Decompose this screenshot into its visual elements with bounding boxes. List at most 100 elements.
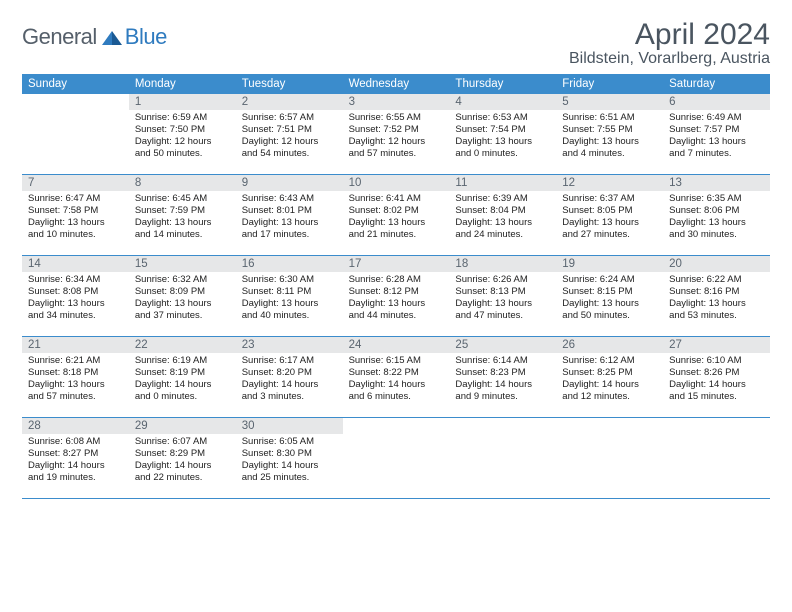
daylight-text: Daylight: 13 hours and 21 minutes. [349,217,444,241]
daylight-text: Daylight: 14 hours and 6 minutes. [349,379,444,403]
calendar-cell: 15Sunrise: 6:32 AMSunset: 8:09 PMDayligh… [129,256,236,336]
day-number: 28 [22,418,129,434]
month-title: April 2024 [569,18,770,52]
calendar-cell: 8Sunrise: 6:45 AMSunset: 7:59 PMDaylight… [129,175,236,255]
header: General Blue April 2024 Bildstein, Vorar… [22,18,770,68]
daylight-text: Daylight: 13 hours and 10 minutes. [28,217,123,241]
day-number: 12 [556,175,663,191]
day-header: Friday [556,74,663,94]
cell-body: Sunrise: 6:14 AMSunset: 8:23 PMDaylight:… [449,353,556,407]
calendar-cell: 6Sunrise: 6:49 AMSunset: 7:57 PMDaylight… [663,94,770,174]
week-row: 21Sunrise: 6:21 AMSunset: 8:18 PMDayligh… [22,337,770,418]
day-header: Thursday [449,74,556,94]
day-number: 22 [129,337,236,353]
daylight-text: Daylight: 14 hours and 15 minutes. [669,379,764,403]
cell-body: Sunrise: 6:47 AMSunset: 7:58 PMDaylight:… [22,191,129,245]
daylight-text: Daylight: 13 hours and 27 minutes. [562,217,657,241]
daylight-text: Daylight: 14 hours and 25 minutes. [242,460,337,484]
cell-body: Sunrise: 6:59 AMSunset: 7:50 PMDaylight:… [129,110,236,164]
day-header: Tuesday [236,74,343,94]
sunset-text: Sunset: 8:23 PM [455,367,550,379]
day-number: 20 [663,256,770,272]
sunrise-text: Sunrise: 6:51 AM [562,112,657,124]
daylight-text: Daylight: 13 hours and 4 minutes. [562,136,657,160]
day-number: 2 [236,94,343,110]
day-headers-row: SundayMondayTuesdayWednesdayThursdayFrid… [22,74,770,94]
calendar-cell: 11Sunrise: 6:39 AMSunset: 8:04 PMDayligh… [449,175,556,255]
sunrise-text: Sunrise: 6:07 AM [135,436,230,448]
sunset-text: Sunset: 8:13 PM [455,286,550,298]
cell-body: Sunrise: 6:34 AMSunset: 8:08 PMDaylight:… [22,272,129,326]
calendar-cell: 21Sunrise: 6:21 AMSunset: 8:18 PMDayligh… [22,337,129,417]
daylight-text: Daylight: 14 hours and 0 minutes. [135,379,230,403]
cell-body: Sunrise: 6:32 AMSunset: 8:09 PMDaylight:… [129,272,236,326]
sunrise-text: Sunrise: 6:37 AM [562,193,657,205]
day-number: 10 [343,175,450,191]
daylight-text: Daylight: 13 hours and 50 minutes. [562,298,657,322]
sunset-text: Sunset: 8:29 PM [135,448,230,460]
sunset-text: Sunset: 8:01 PM [242,205,337,217]
sunset-text: Sunset: 8:06 PM [669,205,764,217]
sunrise-text: Sunrise: 6:30 AM [242,274,337,286]
location-text: Bildstein, Vorarlberg, Austria [569,50,770,68]
sunset-text: Sunset: 8:05 PM [562,205,657,217]
cell-body: Sunrise: 6:24 AMSunset: 8:15 PMDaylight:… [556,272,663,326]
sunset-text: Sunset: 8:25 PM [562,367,657,379]
day-number: 25 [449,337,556,353]
cell-body: Sunrise: 6:39 AMSunset: 8:04 PMDaylight:… [449,191,556,245]
sunset-text: Sunset: 8:02 PM [349,205,444,217]
daylight-text: Daylight: 13 hours and 0 minutes. [455,136,550,160]
calendar-cell [343,418,450,498]
day-number: 18 [449,256,556,272]
week-row: 1Sunrise: 6:59 AMSunset: 7:50 PMDaylight… [22,94,770,175]
cell-body: Sunrise: 6:37 AMSunset: 8:05 PMDaylight:… [556,191,663,245]
calendar-cell: 23Sunrise: 6:17 AMSunset: 8:20 PMDayligh… [236,337,343,417]
logo: General Blue [22,18,167,50]
sunrise-text: Sunrise: 6:21 AM [28,355,123,367]
logo-text-general: General [22,24,97,50]
calendar-cell: 24Sunrise: 6:15 AMSunset: 8:22 PMDayligh… [343,337,450,417]
day-number: 21 [22,337,129,353]
sunrise-text: Sunrise: 6:28 AM [349,274,444,286]
day-number: 14 [22,256,129,272]
daylight-text: Daylight: 13 hours and 37 minutes. [135,298,230,322]
calendar-cell: 13Sunrise: 6:35 AMSunset: 8:06 PMDayligh… [663,175,770,255]
calendar-cell: 10Sunrise: 6:41 AMSunset: 8:02 PMDayligh… [343,175,450,255]
day-number: 24 [343,337,450,353]
sunset-text: Sunset: 8:15 PM [562,286,657,298]
calendar-cell [556,418,663,498]
sunrise-text: Sunrise: 6:14 AM [455,355,550,367]
sunset-text: Sunset: 7:57 PM [669,124,764,136]
cell-body: Sunrise: 6:55 AMSunset: 7:52 PMDaylight:… [343,110,450,164]
daylight-text: Daylight: 13 hours and 17 minutes. [242,217,337,241]
sunrise-text: Sunrise: 6:32 AM [135,274,230,286]
cell-body: Sunrise: 6:07 AMSunset: 8:29 PMDaylight:… [129,434,236,488]
day-number: 15 [129,256,236,272]
daylight-text: Daylight: 14 hours and 19 minutes. [28,460,123,484]
calendar-cell: 7Sunrise: 6:47 AMSunset: 7:58 PMDaylight… [22,175,129,255]
cell-body: Sunrise: 6:45 AMSunset: 7:59 PMDaylight:… [129,191,236,245]
logo-text-blue: Blue [125,24,167,50]
sunset-text: Sunset: 8:19 PM [135,367,230,379]
sunrise-text: Sunrise: 6:43 AM [242,193,337,205]
sunrise-text: Sunrise: 6:26 AM [455,274,550,286]
calendar-cell: 27Sunrise: 6:10 AMSunset: 8:26 PMDayligh… [663,337,770,417]
sunset-text: Sunset: 7:52 PM [349,124,444,136]
calendar-cell [449,418,556,498]
sunrise-text: Sunrise: 6:17 AM [242,355,337,367]
day-number: 4 [449,94,556,110]
daylight-text: Daylight: 13 hours and 57 minutes. [28,379,123,403]
calendar-cell: 22Sunrise: 6:19 AMSunset: 8:19 PMDayligh… [129,337,236,417]
sunrise-text: Sunrise: 6:57 AM [242,112,337,124]
page: General Blue April 2024 Bildstein, Vorar… [0,0,792,499]
sunset-text: Sunset: 8:11 PM [242,286,337,298]
day-header: Saturday [663,74,770,94]
day-number: 11 [449,175,556,191]
sunset-text: Sunset: 8:27 PM [28,448,123,460]
calendar-cell: 14Sunrise: 6:34 AMSunset: 8:08 PMDayligh… [22,256,129,336]
cell-body: Sunrise: 6:43 AMSunset: 8:01 PMDaylight:… [236,191,343,245]
day-number: 8 [129,175,236,191]
cell-body: Sunrise: 6:22 AMSunset: 8:16 PMDaylight:… [663,272,770,326]
cell-body: Sunrise: 6:30 AMSunset: 8:11 PMDaylight:… [236,272,343,326]
day-number: 6 [663,94,770,110]
